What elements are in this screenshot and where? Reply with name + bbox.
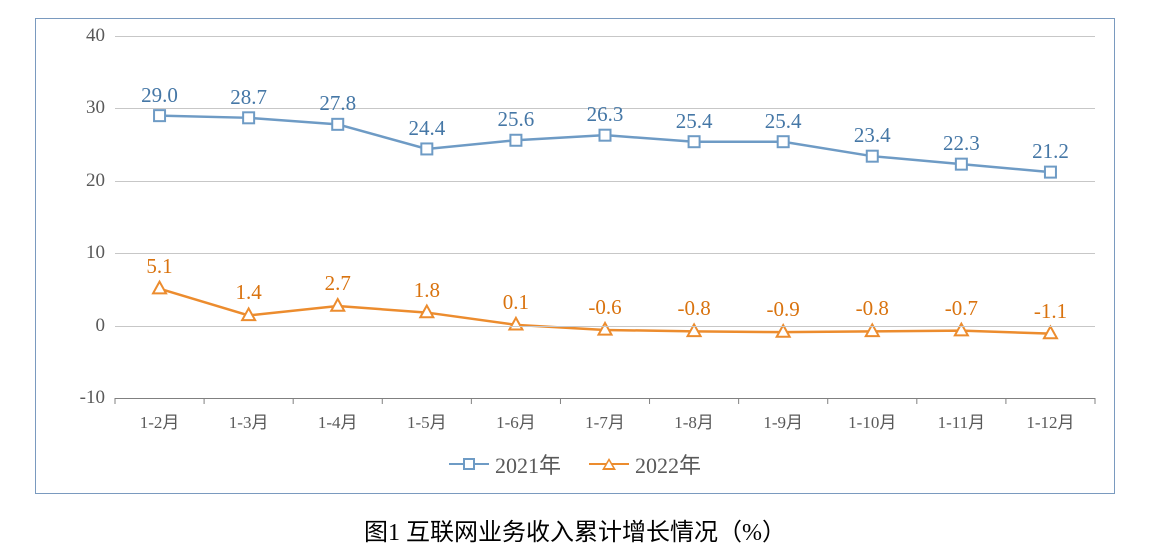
x-tick-label: 1-2月	[140, 408, 180, 433]
legend-item: 2021年	[449, 448, 561, 480]
data-label: 25.4	[765, 109, 802, 134]
x-tick-label: 1-5月	[407, 408, 447, 433]
square-marker-icon	[956, 159, 967, 170]
legend-label: 2022年	[635, 448, 701, 480]
square-marker-icon	[154, 110, 165, 121]
legend-swatch	[449, 457, 489, 471]
figure-caption: 图1 互联网业务收入累计增长情况（%）	[0, 512, 1150, 547]
caption-text: 图1 互联网业务收入累计增长情况（%）	[364, 520, 786, 546]
data-label: 28.7	[230, 85, 267, 110]
legend-label: 2021年	[495, 448, 561, 480]
square-marker-icon	[600, 130, 611, 141]
x-tick-label: 1-9月	[763, 408, 803, 433]
triangle-marker-icon	[602, 458, 616, 470]
y-tick-label: -10	[55, 387, 105, 409]
data-label: -0.8	[856, 296, 889, 321]
square-marker-icon	[510, 135, 521, 146]
gridline	[115, 181, 1095, 182]
legend-swatch	[589, 457, 629, 471]
data-label: 1.8	[414, 278, 440, 303]
x-tick-label: 1-3月	[229, 408, 269, 433]
triangle-marker-icon	[331, 299, 344, 311]
gridline	[115, 36, 1095, 37]
triangle-marker-icon	[153, 282, 166, 294]
gridline	[115, 398, 1095, 399]
data-label: 0.1	[503, 290, 529, 315]
square-marker-icon	[421, 143, 432, 154]
square-marker-icon	[243, 112, 254, 123]
square-marker-icon	[867, 151, 878, 162]
y-tick-label: 10	[55, 242, 105, 264]
y-tick-label: 30	[55, 97, 105, 119]
legend: 2021年 2022年	[0, 448, 1150, 480]
data-label: 21.2	[1032, 139, 1069, 164]
x-tick-label: 1-10月	[848, 408, 896, 433]
x-tick-label: 1-8月	[674, 408, 714, 433]
square-marker-icon	[1045, 167, 1056, 178]
data-label: -1.1	[1034, 299, 1067, 324]
square-marker-icon	[463, 458, 475, 470]
data-label: -0.6	[588, 295, 621, 320]
square-marker-icon	[689, 136, 700, 147]
y-tick-label: 20	[55, 170, 105, 192]
data-label: 22.3	[943, 131, 980, 156]
data-label: -0.9	[767, 297, 800, 322]
x-tick-label: 1-12月	[1026, 408, 1074, 433]
data-label: 23.4	[854, 123, 891, 148]
x-tick-label: 1-4月	[318, 408, 358, 433]
y-tick-label: 40	[55, 25, 105, 47]
data-label: 1.4	[236, 280, 262, 305]
legend-item: 2022年	[589, 448, 701, 480]
data-label: 27.8	[319, 91, 356, 116]
data-label: 29.0	[141, 83, 178, 108]
figure-root: -10 0 10 20 30 40 1-2月 1-3月 1-4月 1-5月 1-6月 1-7月 1-8…	[0, 0, 1150, 556]
gridline	[115, 253, 1095, 254]
data-label: 25.4	[676, 109, 713, 134]
data-label: 25.6	[498, 107, 535, 132]
gridline	[115, 326, 1095, 327]
data-label: 2.7	[325, 271, 351, 296]
square-marker-icon	[778, 136, 789, 147]
data-label: 26.3	[587, 102, 624, 127]
x-tick-label: 1-7月	[585, 408, 625, 433]
data-label: 24.4	[408, 116, 445, 141]
data-label: -0.8	[677, 296, 710, 321]
y-tick-label: 0	[55, 315, 105, 337]
x-tick-label: 1-11月	[938, 408, 986, 433]
square-marker-icon	[332, 119, 343, 130]
x-tick-label: 1-6月	[496, 408, 536, 433]
data-label: -0.7	[945, 296, 978, 321]
data-label: 5.1	[146, 254, 172, 279]
